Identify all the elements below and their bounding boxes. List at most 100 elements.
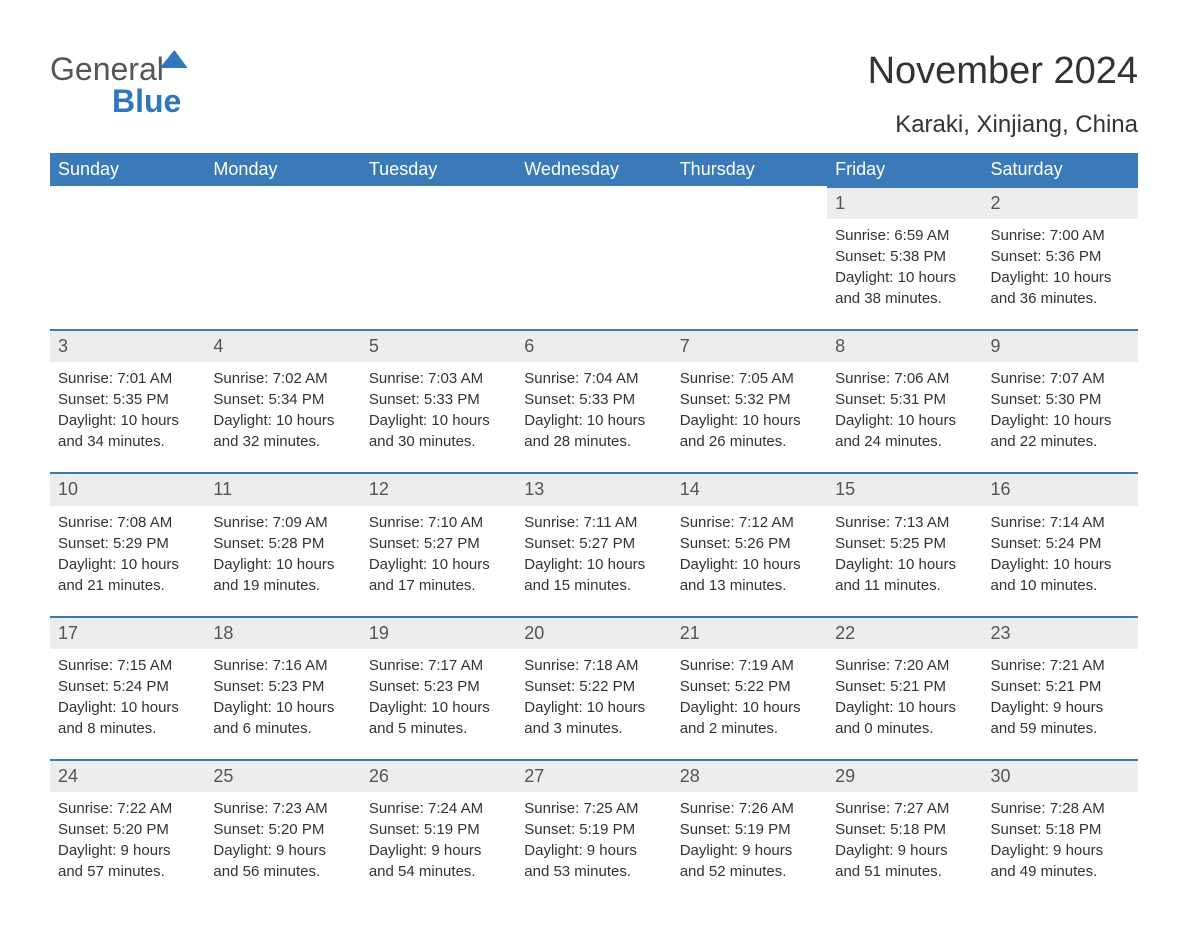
calendar-cell: 28Sunrise: 7:26 AMSunset: 5:19 PMDayligh…	[672, 759, 827, 902]
day-body: Sunrise: 7:21 AMSunset: 5:21 PMDaylight:…	[983, 653, 1133, 739]
calendar-week-row: 10Sunrise: 7:08 AMSunset: 5:29 PMDayligh…	[50, 472, 1138, 615]
daylight-line: Daylight: 10 hours and 6 minutes.	[213, 697, 347, 739]
calendar-cell	[672, 186, 827, 329]
day-number: 19	[361, 616, 516, 649]
calendar-week-row: 1Sunrise: 6:59 AMSunset: 5:38 PMDaylight…	[50, 186, 1138, 329]
sunrise-line: Sunrise: 7:05 AM	[680, 368, 814, 389]
day-body: Sunrise: 7:06 AMSunset: 5:31 PMDaylight:…	[827, 366, 977, 452]
day-number: 5	[361, 329, 516, 362]
daylight-line: Daylight: 10 hours and 34 minutes.	[58, 410, 192, 452]
sunset-line: Sunset: 5:24 PM	[991, 533, 1125, 554]
daylight-line: Daylight: 10 hours and 21 minutes.	[58, 554, 192, 596]
logo-general-text: General	[50, 51, 164, 87]
calendar-cell: 25Sunrise: 7:23 AMSunset: 5:20 PMDayligh…	[205, 759, 360, 902]
day-number: 4	[205, 329, 360, 362]
calendar-cell: 14Sunrise: 7:12 AMSunset: 5:26 PMDayligh…	[672, 472, 827, 615]
daylight-line: Daylight: 10 hours and 26 minutes.	[680, 410, 814, 452]
daylight-line: Daylight: 10 hours and 2 minutes.	[680, 697, 814, 739]
calendar-week-row: 3Sunrise: 7:01 AMSunset: 5:35 PMDaylight…	[50, 329, 1138, 472]
daylight-line: Daylight: 10 hours and 11 minutes.	[835, 554, 969, 596]
calendar-cell: 7Sunrise: 7:05 AMSunset: 5:32 PMDaylight…	[672, 329, 827, 472]
sunset-line: Sunset: 5:25 PM	[835, 533, 969, 554]
sunrise-line: Sunrise: 7:14 AM	[991, 512, 1125, 533]
weekday-header: Saturday	[983, 153, 1138, 186]
calendar-cell: 15 Sunrise: 7:13 AMSunset: 5:25 PMDayligh…	[827, 472, 982, 615]
sunset-line: Sunset: 5:18 PM	[991, 819, 1125, 840]
day-body: Sunrise: 7:16 AMSunset: 5:23 PMDaylight:…	[205, 653, 355, 739]
sunrise-line: Sunrise: 7:19 AM	[680, 655, 814, 676]
daylight-line: Daylight: 9 hours and 52 minutes.	[680, 840, 814, 882]
sunset-line: Sunset: 5:19 PM	[680, 819, 814, 840]
calendar-cell: 6Sunrise: 7:04 AMSunset: 5:33 PMDaylight…	[516, 329, 671, 472]
sunset-line: Sunset: 5:31 PM	[835, 389, 969, 410]
day-body: Sunrise: 7:10 AMSunset: 5:27 PMDaylight:…	[361, 510, 511, 596]
sunset-line: Sunset: 5:28 PM	[213, 533, 347, 554]
calendar-cell: 16Sunrise: 7:14 AMSunset: 5:24 PMDayligh…	[983, 472, 1138, 615]
calendar-cell: 2Sunrise: 7:00 AMSunset: 5:36 PMDaylight…	[983, 186, 1138, 329]
daylight-line: Daylight: 10 hours and 36 minutes.	[991, 267, 1125, 309]
sunrise-line: Sunrise: 7:09 AM	[213, 512, 347, 533]
day-body: Sunrise: 7:09 AMSunset: 5:28 PMDaylight:…	[205, 510, 355, 596]
sunrise-line: Sunrise: 7:08 AM	[58, 512, 192, 533]
sunrise-line: Sunrise: 7:15 AM	[58, 655, 192, 676]
calendar-cell: 22 Sunrise: 7:20 AMSunset: 5:21 PMDayligh…	[827, 616, 982, 759]
sunset-line: Sunset: 5:23 PM	[369, 676, 503, 697]
daylight-line: Daylight: 9 hours and 49 minutes.	[991, 840, 1125, 882]
calendar-cell: 5Sunrise: 7:03 AMSunset: 5:33 PMDaylight…	[361, 329, 516, 472]
month-title: November 2024	[868, 50, 1138, 93]
sunset-line: Sunset: 5:29 PM	[58, 533, 192, 554]
weekday-header: Wednesday	[516, 153, 671, 186]
calendar-week-row: 17Sunrise: 7:15 AMSunset: 5:24 PMDayligh…	[50, 616, 1138, 759]
weekday-header: Sunday	[50, 153, 205, 186]
day-number: 20	[516, 616, 671, 649]
day-number: 2	[983, 186, 1138, 219]
calendar-cell: 26Sunrise: 7:24 AMSunset: 5:19 PMDayligh…	[361, 759, 516, 902]
day-number: 7	[672, 329, 827, 362]
day-number: 15	[827, 472, 982, 505]
day-number: 22	[827, 616, 982, 649]
day-body: Sunrise: 7:13 AMSunset: 5:25 PMDaylight:…	[827, 510, 977, 596]
day-body: Sunrise: 6:59 AMSunset: 5:38 PMDaylight:…	[827, 223, 977, 309]
sunrise-line: Sunrise: 7:10 AM	[369, 512, 503, 533]
calendar-cell: 30Sunrise: 7:28 AMSunset: 5:18 PMDayligh…	[983, 759, 1138, 902]
calendar-cell: 13Sunrise: 7:11 AMSunset: 5:27 PMDayligh…	[516, 472, 671, 615]
sunset-line: Sunset: 5:38 PM	[835, 246, 969, 267]
daylight-line: Daylight: 10 hours and 17 minutes.	[369, 554, 503, 596]
day-number: 27	[516, 759, 671, 792]
weekday-header: Thursday	[672, 153, 827, 186]
sunset-line: Sunset: 5:36 PM	[991, 246, 1125, 267]
sunrise-line: Sunrise: 7:03 AM	[369, 368, 503, 389]
day-number: 9	[983, 329, 1138, 362]
day-number: 14	[672, 472, 827, 505]
daylight-line: Daylight: 10 hours and 22 minutes.	[991, 410, 1125, 452]
daylight-line: Daylight: 10 hours and 3 minutes.	[524, 697, 658, 739]
daylight-line: Daylight: 9 hours and 54 minutes.	[369, 840, 503, 882]
day-number: 30	[983, 759, 1138, 792]
day-body: Sunrise: 7:04 AMSunset: 5:33 PMDaylight:…	[516, 366, 666, 452]
daylight-line: Daylight: 9 hours and 53 minutes.	[524, 840, 658, 882]
sunrise-line: Sunrise: 7:16 AM	[213, 655, 347, 676]
day-number: 21	[672, 616, 827, 649]
sunrise-line: Sunrise: 7:06 AM	[835, 368, 969, 389]
sunset-line: Sunset: 5:21 PM	[835, 676, 969, 697]
sunrise-line: Sunrise: 7:04 AM	[524, 368, 658, 389]
sunrise-line: Sunrise: 7:13 AM	[835, 512, 969, 533]
daylight-line: Daylight: 10 hours and 10 minutes.	[991, 554, 1125, 596]
day-number: 24	[50, 759, 205, 792]
day-body: Sunrise: 7:25 AMSunset: 5:19 PMDaylight:…	[516, 796, 666, 882]
sunset-line: Sunset: 5:34 PM	[213, 389, 347, 410]
daylight-line: Daylight: 10 hours and 15 minutes.	[524, 554, 658, 596]
daylight-line: Daylight: 10 hours and 38 minutes.	[835, 267, 969, 309]
daylight-line: Daylight: 10 hours and 30 minutes.	[369, 410, 503, 452]
sunset-line: Sunset: 5:19 PM	[524, 819, 658, 840]
calendar-cell: 23Sunrise: 7:21 AMSunset: 5:21 PMDayligh…	[983, 616, 1138, 759]
sunrise-line: Sunrise: 7:25 AM	[524, 798, 658, 819]
sunset-line: Sunset: 5:27 PM	[369, 533, 503, 554]
sunset-line: Sunset: 5:24 PM	[58, 676, 192, 697]
daylight-line: Daylight: 9 hours and 57 minutes.	[58, 840, 192, 882]
calendar-cell: 8Sunrise: 7:06 AMSunset: 5:31 PMDaylight…	[827, 329, 982, 472]
day-body: Sunrise: 7:23 AMSunset: 5:20 PMDaylight:…	[205, 796, 355, 882]
day-number: 10	[50, 472, 205, 505]
day-body: Sunrise: 7:20 AMSunset: 5:21 PMDaylight:…	[827, 653, 977, 739]
sunrise-line: Sunrise: 7:17 AM	[369, 655, 503, 676]
